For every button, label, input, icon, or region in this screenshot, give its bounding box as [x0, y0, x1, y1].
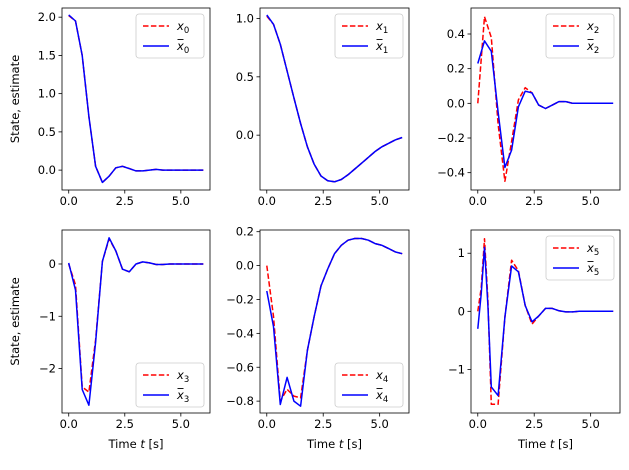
x-tick-label: 2.5 — [314, 194, 332, 208]
legend-label: x5 — [586, 241, 599, 258]
legend-label: x1 — [375, 39, 388, 56]
series-line-1 — [68, 14, 204, 184]
y-tick-label: 1.0 — [236, 12, 254, 26]
legend-label: x3 — [176, 368, 189, 385]
y-tick-label: 2.0 — [38, 10, 56, 24]
series-line-1 — [477, 246, 614, 397]
y-tick-label: 1.0 — [38, 87, 56, 101]
x-tick-label: 0.0 — [60, 417, 78, 431]
series-group — [266, 237, 403, 407]
y-tick-label: −0.4 — [437, 166, 465, 180]
y-axis-label: State, estimate — [8, 277, 22, 365]
y-tick-label: −2 — [39, 362, 56, 376]
y-tick-label: 0 — [49, 257, 56, 271]
y-tick-label: −0.4 — [226, 326, 254, 340]
y-tick-label: 0 — [458, 304, 465, 318]
y-tick-label: 0.0 — [38, 163, 56, 177]
y-tick-label: 0.4 — [447, 27, 465, 41]
chart-panel-3: 0.0 2.5 5.0 −2 −1 0 State, estimate Time t [s] x… — [8, 229, 211, 451]
x-axis-label: Time t [s] — [517, 437, 573, 451]
axes-frame — [470, 7, 621, 191]
legend-label: x2 — [586, 39, 599, 56]
x-axis-label: Time t [s] — [108, 437, 164, 451]
legend-box — [545, 13, 615, 59]
y-tick-label: −0.2 — [226, 292, 254, 306]
y-tick-label: −1 — [448, 362, 465, 376]
y-tick-label: 0.0 — [236, 259, 254, 273]
y-tick-label: 0.2 — [236, 225, 254, 239]
x-tick-label: 2.5 — [525, 417, 543, 431]
legend-label: x0 — [176, 39, 189, 56]
axes-frame — [61, 7, 211, 191]
x-tick-label: 5.0 — [582, 417, 600, 431]
y-tick-label: −0.2 — [437, 131, 465, 145]
legend-label: x0 — [176, 19, 189, 36]
series-group — [266, 14, 403, 183]
y-tick-label: −0.6 — [226, 360, 254, 374]
series-group — [68, 14, 204, 184]
series-group — [67, 237, 204, 406]
series-line-1 — [67, 237, 204, 406]
y-tick-label: −0.8 — [226, 394, 254, 408]
chart-panel-4: 0.0 2.5 5.0 −0.8 −0.6 −0.4 −0.2 0.0 0.2 Time t [s… — [226, 225, 410, 451]
y-tick-label: 0.5 — [38, 125, 56, 139]
legend-label: x5 — [586, 261, 599, 278]
x-axis-label: Time t [s] — [306, 437, 362, 451]
legend-label: x1 — [375, 19, 388, 36]
legend-label: x4 — [375, 388, 388, 405]
y-tick-label: 1.5 — [38, 48, 56, 62]
x-tick-label: 5.0 — [172, 194, 190, 208]
x-tick-label: 5.0 — [371, 417, 389, 431]
series-group — [477, 15, 614, 183]
legend-box — [334, 362, 404, 408]
legend-box — [135, 362, 205, 408]
axes-frame — [259, 7, 410, 191]
x-tick-label: 0.0 — [258, 417, 276, 431]
series-group — [477, 237, 614, 406]
legend-label: x3 — [176, 388, 189, 405]
x-tick-label: 5.0 — [371, 194, 389, 208]
x-tick-label: 0.0 — [60, 194, 78, 208]
y-tick-label: −1 — [39, 309, 56, 323]
legend-box — [545, 235, 615, 281]
y-axis-label: State, estimate — [8, 55, 22, 143]
legend-box — [135, 13, 205, 59]
x-tick-label: 2.5 — [525, 194, 543, 208]
chart-panel-0: 0.0 2.5 5.0 0.0 0.5 1.0 1.5 2.0 State, estimate x… — [8, 7, 211, 208]
y-tick-label: 0.0 — [447, 96, 465, 110]
legend-label: x4 — [375, 368, 388, 385]
x-tick-label: 2.5 — [314, 417, 332, 431]
x-tick-label: 0.0 — [469, 417, 487, 431]
x-tick-label: 0.0 — [258, 194, 276, 208]
legend-label: x2 — [586, 19, 599, 36]
axes-frame — [61, 229, 211, 414]
series-line-1 — [477, 40, 614, 169]
x-tick-label: 2.5 — [116, 194, 134, 208]
x-tick-label: 5.0 — [582, 194, 600, 208]
y-tick-label: 0.2 — [447, 62, 465, 76]
legend-box — [334, 13, 404, 59]
series-line-1 — [266, 237, 403, 407]
axes-frame — [470, 229, 621, 414]
x-tick-label: 2.5 — [116, 417, 134, 431]
x-tick-label: 5.0 — [172, 417, 190, 431]
y-tick-label: 1 — [458, 246, 465, 260]
y-tick-label: 0.5 — [236, 70, 254, 84]
series-line-1 — [266, 14, 403, 183]
y-tick-label: 0.0 — [236, 128, 254, 142]
x-tick-label: 0.0 — [469, 194, 487, 208]
axes-frame — [259, 229, 410, 414]
